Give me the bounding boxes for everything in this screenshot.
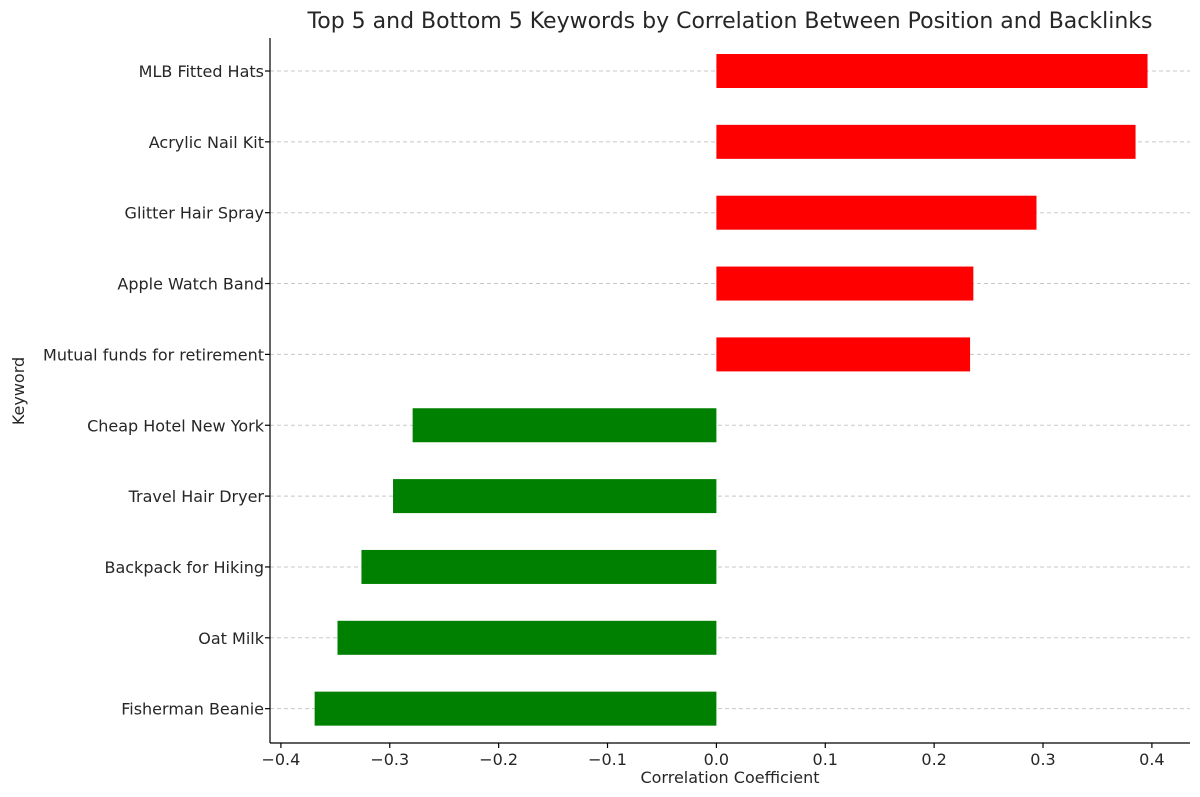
x-tick-label: −0.2 [479, 750, 518, 769]
bars-layer [314, 54, 1148, 726]
y-tick-label: Apple Watch Band [117, 275, 264, 294]
bar-cheap-hotel-new-york [412, 408, 717, 443]
x-tick-label: 0.3 [1030, 750, 1055, 769]
y-tick-label: Cheap Hotel New York [87, 416, 265, 435]
bar-oat-milk [337, 620, 717, 655]
x-tick-label: −0.4 [261, 750, 300, 769]
x-tick-label: 0.2 [921, 750, 946, 769]
chart-title: Top 5 and Bottom 5 Keywords by Correlati… [307, 9, 1153, 34]
y-tick-label: Backpack for Hiking [104, 558, 264, 577]
x-tick-label: −0.3 [370, 750, 409, 769]
bar-acrylic-nail-kit [716, 124, 1136, 159]
bar-travel-hair-dryer [393, 479, 717, 514]
axes-layer [265, 38, 1190, 748]
y-tick-labels: MLB Fitted Hats Acrylic Nail Kit Glitter H… [43, 62, 265, 719]
x-tick-labels: −0.4 −0.3 −0.2 −0.1 0.0 0.1 0.2 0.3 0.4 [261, 750, 1164, 769]
bar-glitter-hair-spray [716, 195, 1037, 230]
y-tick-label: Glitter Hair Spray [125, 204, 264, 223]
x-axis-label: Correlation Coefficient [640, 768, 819, 787]
x-tick-label: 0.1 [813, 750, 838, 769]
y-tick-label: Travel Hair Dryer [128, 487, 265, 506]
y-tick-label: MLB Fitted Hats [139, 62, 264, 81]
x-tick-label: 0.0 [704, 750, 729, 769]
y-axis-label: Keyword [9, 357, 28, 425]
bar-fisherman-beanie [314, 691, 717, 726]
x-tick-label: −0.1 [588, 750, 627, 769]
bar-mutual-funds-for-retirement [716, 337, 971, 372]
y-tick-label: Oat Milk [198, 629, 264, 648]
bar-backpack-for-hiking [361, 549, 717, 584]
y-tick-label: Mutual funds for retirement [43, 345, 264, 364]
grid-layer [270, 70, 1190, 710]
bar-mlb-fitted-hats [716, 54, 1148, 88]
y-tick-label: Fisherman Beanie [121, 700, 264, 719]
x-tick-label: 0.4 [1139, 750, 1164, 769]
bar-apple-watch-band [716, 266, 974, 301]
y-tick-label: Acrylic Nail Kit [149, 133, 264, 152]
